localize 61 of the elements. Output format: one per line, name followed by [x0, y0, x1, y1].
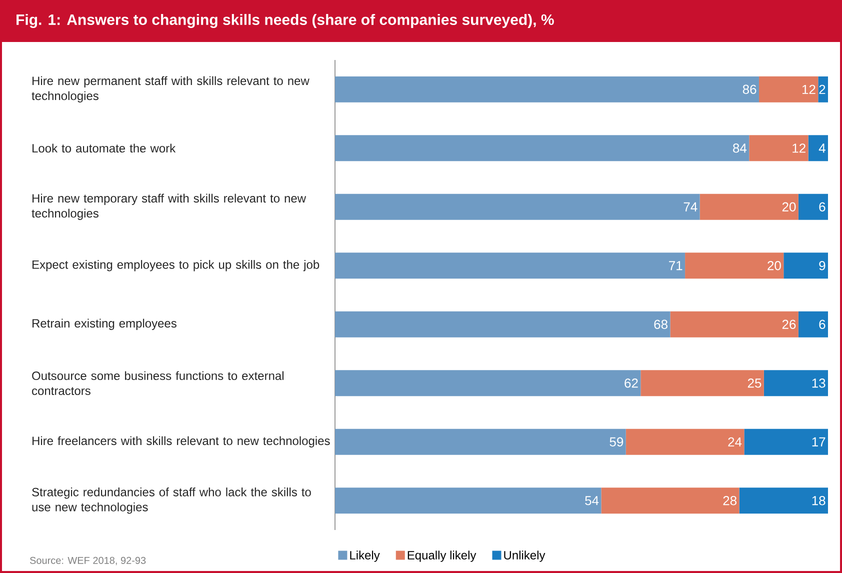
bar [601, 488, 740, 514]
data-label: 18 [812, 496, 826, 506]
data-label: 12 [792, 144, 806, 153]
y-tick-label: Strategic redundancies of staff who lack the skills to use new technologies [32, 488, 311, 514]
data-label: 62 [624, 378, 638, 388]
legend-label: Likely [350, 550, 380, 562]
bar [700, 194, 798, 220]
bar [335, 428, 626, 455]
bar [640, 370, 764, 396]
data-label: 24 [728, 437, 742, 446]
bar [784, 252, 828, 279]
data-label: 4 [818, 144, 826, 153]
data-label: 28 [723, 496, 737, 506]
bar [764, 370, 828, 396]
data-label: 86 [742, 84, 756, 94]
bar [335, 76, 759, 102]
bar [818, 76, 828, 102]
y-tick-label: Expect existing employees to pick up skills on the job [32, 260, 320, 272]
bar [335, 488, 602, 514]
bar [798, 194, 828, 220]
bar [744, 428, 828, 455]
bar [626, 428, 744, 455]
y-tick-label: Hire new permanent staff with skills relevant to new technologies [32, 76, 310, 102]
data-label: 20 [768, 261, 781, 270]
data-label: 54 [585, 496, 599, 506]
y-tick-label: Look to automate the work [32, 144, 176, 153]
data-label: 17 [812, 437, 826, 446]
bar [335, 252, 686, 279]
bar [739, 488, 828, 514]
data-label: 12 [802, 84, 816, 94]
bar [758, 76, 818, 102]
data-label: 6 [819, 202, 826, 212]
legend-label: Unlikely [504, 550, 546, 562]
data-label: 84 [733, 144, 747, 153]
y-tick-label: Hire new temporary staff with skills relevant to new technologies [32, 194, 306, 220]
data-label: 68 [654, 320, 668, 329]
legend-label: Equally likely [408, 550, 476, 562]
bar [335, 370, 641, 396]
data-label: 71 [669, 261, 682, 270]
data-label: 13 [812, 378, 826, 388]
bar [798, 311, 828, 338]
data-label: 9 [819, 261, 826, 270]
bar [335, 135, 750, 162]
bar [670, 311, 798, 338]
y-tick-label: Outsource some business functions to external contractors [32, 371, 284, 396]
data-label: 59 [610, 437, 624, 446]
source-note: Source: WEF 2018, 92-93 [30, 556, 146, 566]
data-label: 74 [684, 202, 698, 212]
y-tick-label: Retrain existing employees [32, 318, 176, 330]
data-label: 25 [748, 378, 762, 388]
data-label: 20 [782, 202, 796, 212]
bar [335, 311, 670, 338]
bar [685, 252, 784, 279]
y-tick-label: Hire freelancers with skills relevant to new technologies [32, 436, 330, 448]
bar [335, 194, 700, 220]
bar [808, 135, 828, 162]
data-label: 26 [782, 320, 796, 329]
bar [749, 135, 808, 162]
chart-title: Fig. 1: Answers to changing skills needs (share of companies surveyed), % [16, 14, 554, 28]
data-label: 6 [819, 320, 826, 329]
data-label: 2 [819, 84, 826, 94]
